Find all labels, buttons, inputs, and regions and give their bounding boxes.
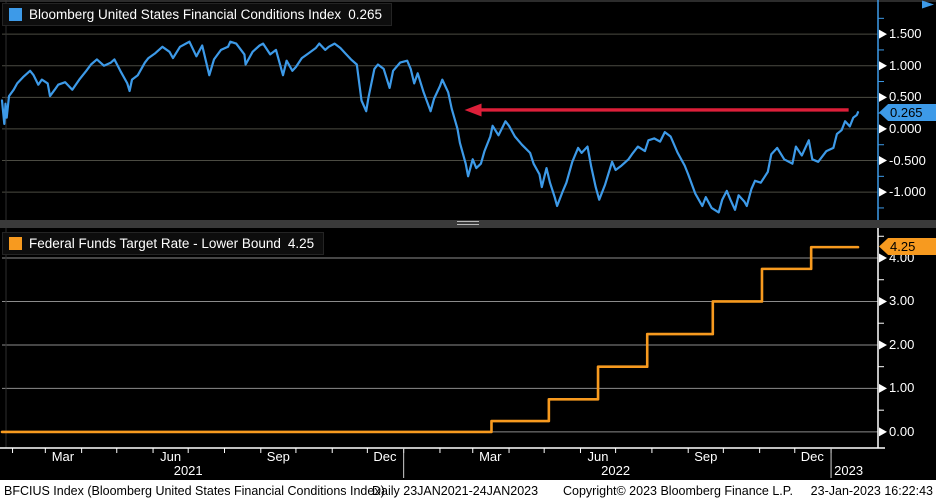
y-tick-label-fdtr: 2.00 <box>889 336 915 352</box>
annotation-arrow <box>464 103 849 117</box>
status-bar: BFCIUS Index (Bloomberg United States Fi… <box>0 480 936 502</box>
legend-bfcius-label: Bloomberg United States Financial Condit… <box>29 7 342 22</box>
fdtr-step-series <box>0 245 860 434</box>
x-axis-month-label: Sep <box>266 449 290 464</box>
y-tick-label-fdtr: 3.00 <box>889 293 915 309</box>
last-value-badge-fdtr: 4.25 <box>879 238 936 255</box>
y-tick-label-bfcius: -0.500 <box>889 152 926 168</box>
legend-fdtr-label: Federal Funds Target Rate - Lower Bound <box>29 236 281 251</box>
y-tick-label-bfcius: 0.500 <box>889 89 922 105</box>
date-range: Daily 23JAN2021-24JAN2023 <box>372 484 539 498</box>
x-axis-month-label: Mar <box>51 449 75 464</box>
blue-series-swatch-icon <box>9 8 22 21</box>
y-tick-label-bfcius: 0.000 <box>889 120 922 136</box>
x-axis-month-label: Dec <box>373 449 397 464</box>
y-tick-label-bfcius: -1.000 <box>889 184 926 200</box>
x-axis-year-label: 2021 <box>173 463 203 478</box>
y-tick-label-fdtr: 0.00 <box>889 423 915 439</box>
bfcius-line-series <box>0 40 860 214</box>
x-axis-year-label: 2023 <box>834 463 864 478</box>
timestamp: 23-Jan-2023 16:22:43 <box>810 484 933 498</box>
y-tick-label-bfcius: 1.000 <box>889 57 922 73</box>
last-value-badge-bfcius: 0.265 <box>879 104 936 121</box>
x-axis-month-label: Jun <box>587 449 609 464</box>
x-axis-month-label: Sep <box>694 449 718 464</box>
security-description: BFCIUS Index (Bloomberg United States Fi… <box>4 484 385 498</box>
legend-bfcius-value: 0.265 <box>348 7 382 22</box>
y-tick-label-fdtr: 1.00 <box>889 380 915 396</box>
legend-fdtr[interactable]: Federal Funds Target Rate - Lower Bound … <box>2 232 325 255</box>
x-axis-year-label: 2022 <box>601 463 631 478</box>
x-axis-month-label: Mar <box>479 449 502 464</box>
x-axis-month-label: Jun <box>160 449 182 464</box>
orange-series-swatch-icon <box>9 237 22 250</box>
copyright-text: Copyright© 2023 Bloomberg Finance L.P. <box>563 484 793 498</box>
y-tick-label-bfcius: 1.500 <box>889 26 922 42</box>
legend-bfcius[interactable]: Bloomberg United States Financial Condit… <box>2 3 392 26</box>
x-axis-month-label: Dec <box>800 449 824 464</box>
legend-fdtr-value: 4.25 <box>287 236 315 251</box>
panel-resize-handle-icon[interactable] <box>457 221 479 227</box>
